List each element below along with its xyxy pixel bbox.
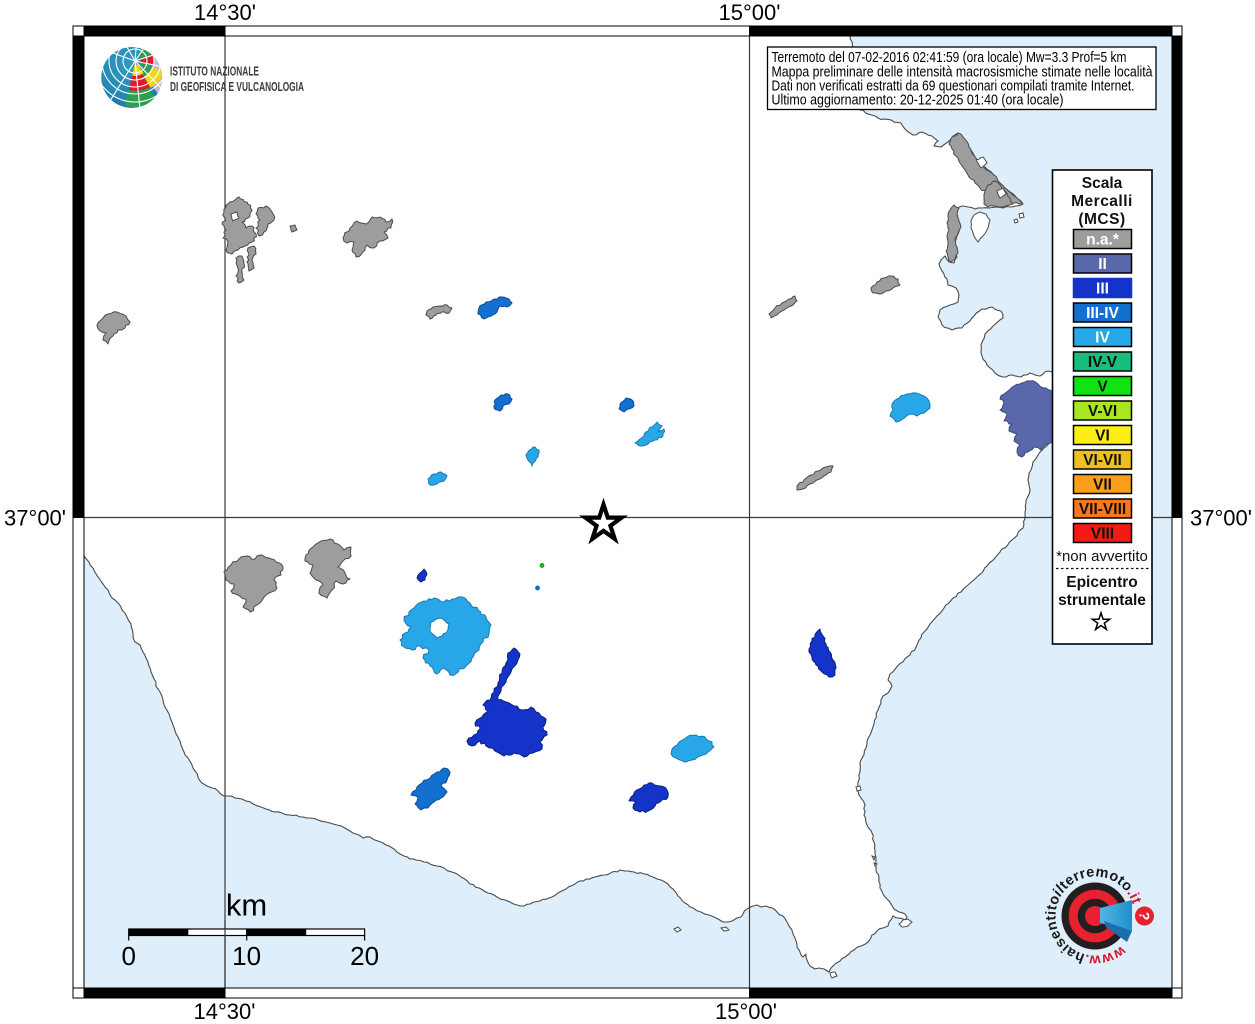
- svg-text:10: 10: [232, 941, 261, 971]
- svg-text:ISTITUTO NAZIONALE: ISTITUTO NAZIONALE: [170, 65, 259, 79]
- svg-text:III-IV: III-IV: [1086, 305, 1119, 322]
- svg-text:37°00': 37°00': [4, 506, 66, 531]
- svg-text:Epicentro: Epicentro: [1066, 574, 1137, 591]
- svg-text:DI GEOFISICA E VULCANOLOGIA: DI GEOFISICA E VULCANOLOGIA: [170, 80, 304, 94]
- svg-text:15°00': 15°00': [715, 999, 777, 1024]
- svg-text:IV-V: IV-V: [1088, 354, 1118, 371]
- svg-text:(MCS): (MCS): [1078, 211, 1125, 228]
- svg-text:0: 0: [121, 941, 135, 971]
- svg-text:Ultimo aggiornamento: 20-12-20: Ultimo aggiornamento: 20-12-2025 01:40 (…: [772, 93, 1064, 109]
- svg-text:VI: VI: [1095, 427, 1110, 444]
- svg-text:Dati non verificati estratti d: Dati non verificati estratti da 69 quest…: [772, 78, 1135, 94]
- svg-text:*non avvertito: *non avvertito: [1056, 548, 1148, 565]
- svg-text:VII-VIII: VII-VIII: [1079, 501, 1126, 518]
- svg-text:strumentale: strumentale: [1058, 592, 1146, 609]
- svg-text:14°30': 14°30': [194, 0, 256, 25]
- svg-text:VIII: VIII: [1091, 525, 1114, 542]
- svg-text:III: III: [1096, 280, 1109, 297]
- svg-text:20: 20: [350, 941, 379, 971]
- svg-text:?: ?: [1136, 911, 1153, 921]
- svg-text:V: V: [1097, 378, 1108, 395]
- svg-text:14°30': 14°30': [194, 999, 256, 1024]
- svg-text:15°00': 15°00': [719, 0, 781, 25]
- svg-text:km: km: [226, 888, 267, 923]
- svg-text:n.a.*: n.a.*: [1086, 231, 1120, 248]
- svg-text:V-VI: V-VI: [1088, 403, 1117, 420]
- svg-text:IV: IV: [1095, 329, 1110, 346]
- svg-text:Mercalli: Mercalli: [1071, 193, 1133, 210]
- svg-text:Terremoto del 07-02-2016 02:41: Terremoto del 07-02-2016 02:41:59 (ora l…: [772, 50, 1127, 66]
- svg-text:VII: VII: [1093, 476, 1112, 493]
- svg-text:II: II: [1098, 256, 1107, 273]
- svg-text:Scala: Scala: [1082, 175, 1123, 192]
- svg-text:VI-VII: VI-VII: [1083, 452, 1122, 469]
- svg-text:37°00': 37°00': [1190, 506, 1252, 531]
- svg-text:Mappa preliminare delle intens: Mappa preliminare delle intensità macros…: [772, 64, 1154, 80]
